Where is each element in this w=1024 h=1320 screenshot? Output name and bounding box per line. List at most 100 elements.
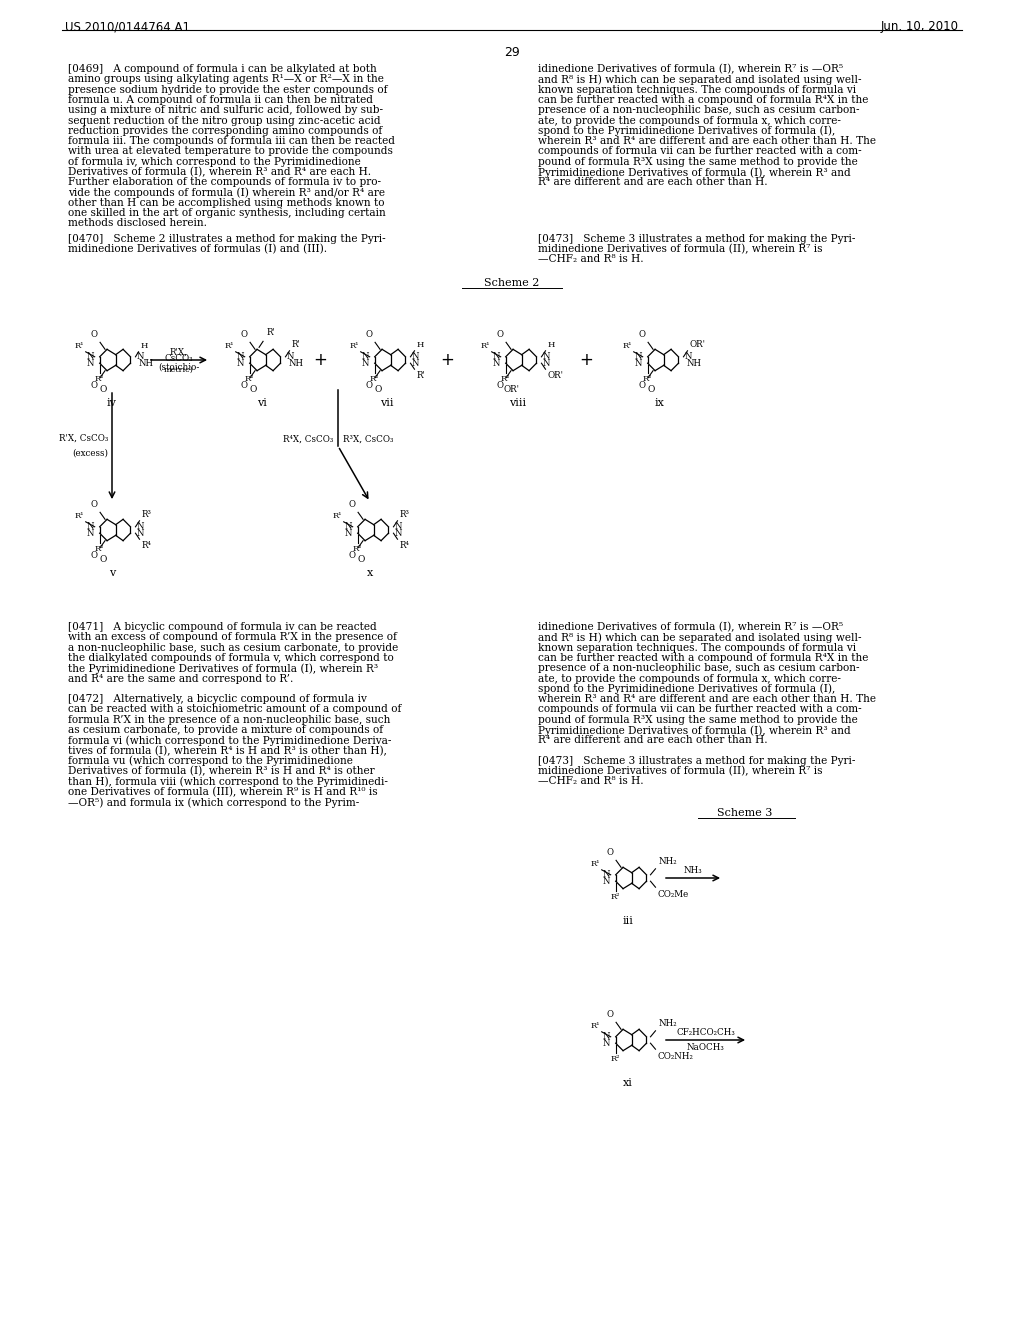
Text: N: N (602, 1039, 609, 1048)
Text: [0473]   Scheme 3 illustrates a method for making the Pyri-: [0473] Scheme 3 illustrates a method for… (538, 756, 855, 766)
Text: R²: R² (643, 375, 652, 383)
Text: N: N (344, 523, 351, 531)
Text: R¹: R¹ (349, 342, 358, 350)
Text: Derivatives of formula (I), wherein R³ and R⁴ are each H.: Derivatives of formula (I), wherein R³ a… (68, 168, 371, 177)
Text: idinedione Derivatives of formula (I), wherein R⁷ is —OR⁵: idinedione Derivatives of formula (I), w… (538, 622, 843, 632)
Text: O: O (606, 849, 613, 857)
Text: NH₂: NH₂ (658, 1019, 677, 1028)
Text: iv: iv (108, 399, 117, 408)
Text: N: N (684, 352, 692, 362)
Text: O: O (100, 385, 108, 395)
Text: N: N (602, 876, 609, 886)
Text: N: N (543, 352, 550, 362)
Text: R¹: R¹ (332, 512, 342, 520)
Text: R¹: R¹ (224, 342, 233, 350)
Text: H: H (417, 341, 424, 348)
Text: formula vi (which correspond to the Pyrimidinedione Deriva-: formula vi (which correspond to the Pyri… (68, 735, 391, 746)
Text: formula iii. The compounds of formula iii can then be reacted: formula iii. The compounds of formula ii… (68, 136, 395, 147)
Text: O: O (90, 380, 97, 389)
Text: O: O (606, 1010, 613, 1019)
Text: ate, to provide the compounds of formula x, which corre-: ate, to provide the compounds of formula… (538, 116, 841, 125)
Text: known separation techniques. The compounds of formula vi: known separation techniques. The compoun… (538, 643, 856, 652)
Text: vide the compounds of formula (I) wherein R³ and/or R⁴ are: vide the compounds of formula (I) wherei… (68, 187, 385, 198)
Text: vii: vii (380, 399, 394, 408)
Text: Scheme 2: Scheme 2 (484, 279, 540, 288)
Text: midinedione Derivatives of formula (II), wherein R⁷ is: midinedione Derivatives of formula (II),… (538, 244, 822, 255)
Text: O: O (90, 550, 97, 560)
Text: R²: R² (611, 1055, 621, 1063)
Text: a non-nucleophilic base, such as cesium carbonate, to provide: a non-nucleophilic base, such as cesium … (68, 643, 398, 652)
Text: N: N (394, 529, 402, 537)
Text: NH: NH (138, 359, 154, 368)
Text: O: O (375, 385, 382, 395)
Text: Jun. 10, 2010: Jun. 10, 2010 (881, 20, 959, 33)
Text: O: O (100, 556, 108, 564)
Text: N: N (237, 359, 244, 368)
Text: formula u. A compound of formula ii can then be nitrated: formula u. A compound of formula ii can … (68, 95, 373, 104)
Text: O: O (496, 330, 503, 339)
Text: N: N (493, 352, 500, 362)
Text: presence of a non-nucleophilic base, such as cesium carbon-: presence of a non-nucleophilic base, suc… (538, 106, 859, 115)
Text: R³X, CsCO₃: R³X, CsCO₃ (343, 436, 393, 444)
Text: N: N (136, 352, 144, 362)
Text: compounds of formula vii can be further reacted with a com-: compounds of formula vii can be further … (538, 147, 861, 156)
Text: H: H (548, 341, 555, 348)
Text: sequent reduction of the nitro group using zinc-acetic acid: sequent reduction of the nitro group usi… (68, 116, 381, 125)
Text: and R⁸ is H) which can be separated and isolated using well-: and R⁸ is H) which can be separated and … (538, 632, 861, 643)
Text: N: N (86, 352, 93, 362)
Text: x: x (367, 568, 373, 578)
Text: R²: R² (370, 375, 380, 383)
Text: R'X,: R'X, (170, 348, 188, 356)
Text: O: O (366, 380, 372, 389)
Text: R²: R² (245, 375, 254, 383)
Text: N: N (394, 523, 402, 531)
Text: R¹: R¹ (74, 342, 84, 350)
Text: Scheme 3: Scheme 3 (718, 808, 773, 818)
Text: spond to the Pyrimidinedione Derivatives of formula (I),: spond to the Pyrimidinedione Derivatives… (538, 125, 836, 136)
Text: N: N (86, 529, 93, 537)
Text: O: O (638, 330, 645, 339)
Text: O: O (240, 330, 247, 339)
Text: with urea at elevated temperature to provide the compounds: with urea at elevated temperature to pro… (68, 147, 393, 156)
Text: CO₂NH₂: CO₂NH₂ (657, 1052, 693, 1061)
Text: R': R' (417, 371, 425, 380)
Text: NH: NH (289, 359, 303, 368)
Text: O: O (648, 385, 655, 395)
Text: N: N (136, 529, 144, 537)
Text: of formula iv, which correspond to the Pyrimidinedione: of formula iv, which correspond to the P… (68, 157, 360, 166)
Text: N: N (361, 359, 369, 368)
Text: +: + (579, 351, 593, 370)
Text: N: N (602, 870, 609, 879)
Text: O: O (348, 550, 355, 560)
Text: N: N (634, 352, 642, 362)
Text: can be further reacted with a compound of formula R⁴X in the: can be further reacted with a compound o… (538, 653, 868, 663)
Text: R¹: R¹ (74, 512, 84, 520)
Text: known separation techniques. The compounds of formula vi: known separation techniques. The compoun… (538, 84, 856, 95)
Text: O: O (250, 385, 257, 395)
Text: R²: R² (95, 545, 104, 553)
Text: O: O (496, 380, 503, 389)
Text: Further elaboration of the compounds of formula iv to pro-: Further elaboration of the compounds of … (68, 177, 381, 187)
Text: idinedione Derivatives of formula (I), wherein R⁷ is —OR⁵: idinedione Derivatives of formula (I), w… (538, 63, 843, 74)
Text: one Derivatives of formula (III), wherein R⁹ is H and R¹⁰ is: one Derivatives of formula (III), wherei… (68, 787, 378, 797)
Text: (excess): (excess) (72, 449, 108, 458)
Text: than H), formula viii (which correspond to the Pyrimidinedi-: than H), formula viii (which correspond … (68, 776, 388, 787)
Text: CF₂HCO₂CH₃: CF₂HCO₂CH₃ (676, 1028, 735, 1038)
Text: vi: vi (257, 399, 267, 408)
Text: [0472]   Alternatively, a bicyclic compound of formula iv: [0472] Alternatively, a bicyclic compoun… (68, 694, 367, 704)
Text: as cesium carbonate, to provide a mixture of compounds of: as cesium carbonate, to provide a mixtur… (68, 725, 383, 735)
Text: R¹: R¹ (590, 1022, 600, 1030)
Text: [0470]   Scheme 2 illustrates a method for making the Pyri-: [0470] Scheme 2 illustrates a method for… (68, 234, 386, 244)
Text: Derivatives of formula (I), wherein R³ is H and R⁴ is other: Derivatives of formula (I), wherein R³ i… (68, 766, 375, 776)
Text: formula vu (which correspond to the Pyrimidinedione: formula vu (which correspond to the Pyri… (68, 756, 353, 767)
Text: and R⁴ are the same and correspond to R’.: and R⁴ are the same and correspond to R’… (68, 673, 293, 684)
Text: R⁴X, CsCO₃: R⁴X, CsCO₃ (283, 436, 333, 444)
Text: R'X, CsCO₃: R'X, CsCO₃ (58, 434, 108, 444)
Text: formula R’X in the presence of a non-nucleophilic base, such: formula R’X in the presence of a non-nuc… (68, 714, 390, 725)
Text: R¹: R¹ (623, 342, 632, 350)
Text: R²: R² (353, 545, 362, 553)
Text: (stoichio-: (stoichio- (159, 363, 200, 372)
Text: O: O (348, 500, 355, 510)
Text: [0471]   A bicyclic compound of formula iv can be reacted: [0471] A bicyclic compound of formula iv… (68, 622, 377, 632)
Text: 29: 29 (504, 46, 520, 59)
